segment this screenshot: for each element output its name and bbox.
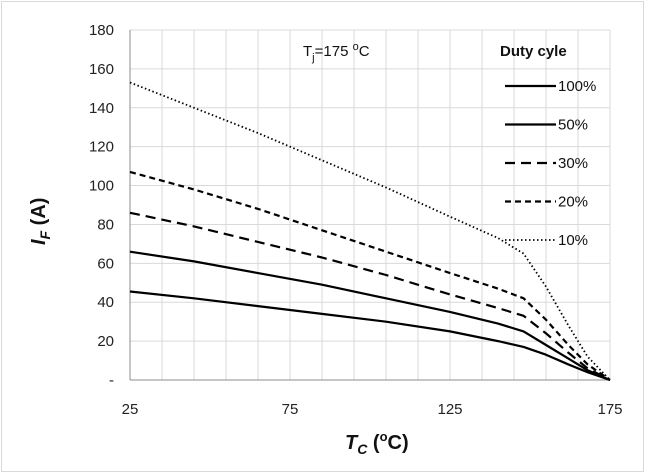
y-tick-label: 20 — [97, 333, 114, 350]
x-axis-label: TC (oC) — [345, 429, 409, 457]
x-tick-label: 125 — [437, 401, 462, 418]
y-tick-label: 80 — [97, 216, 114, 233]
y-tick-label: - — [109, 372, 114, 389]
y-tick-label: 40 — [97, 294, 114, 311]
legend-label: 30% — [558, 155, 588, 172]
x-tick-label: 75 — [282, 401, 299, 418]
legend-label: 100% — [558, 78, 596, 95]
y-tick-label: 160 — [89, 61, 114, 78]
series-line — [129, 170, 611, 381]
series-line — [129, 211, 611, 381]
series-line — [129, 81, 611, 381]
annotation-text: Tj=175 oC — [303, 41, 370, 64]
legend-label: 20% — [558, 194, 588, 211]
legend-title: Duty cyle — [500, 43, 567, 60]
y-axis-label: IF (A) — [28, 198, 53, 245]
x-tick-label: 25 — [122, 401, 139, 418]
series-line — [129, 250, 611, 382]
x-tick-label: 175 — [597, 401, 622, 418]
y-tick-label: 100 — [89, 178, 114, 195]
legend-label: 50% — [558, 117, 588, 134]
y-tick-label: 60 — [97, 255, 114, 272]
legend-label: 10% — [558, 232, 588, 249]
y-tick-label: 140 — [89, 100, 114, 117]
y-tick-label: 180 — [89, 22, 114, 39]
y-tick-label: 120 — [89, 139, 114, 156]
series-line — [129, 290, 611, 382]
